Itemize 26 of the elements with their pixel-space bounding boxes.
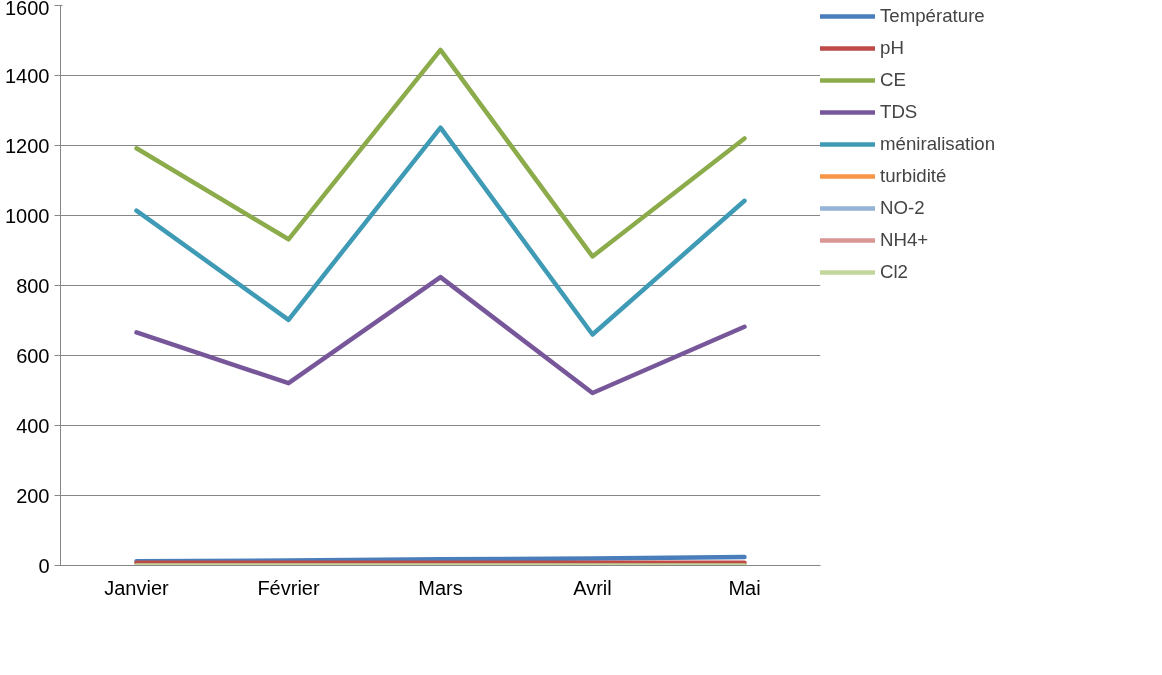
y-tick-label: 1200 [5,134,50,157]
legend-label: Cl2 [880,261,908,283]
y-tick-label: 1400 [5,64,50,87]
y-tick-label: 200 [16,484,50,507]
legend-label: pH [880,37,904,59]
x-tick-label: Mars [418,576,463,599]
x-tick-label: Avril [573,576,612,599]
legend-label: Température [880,5,985,27]
legend-label: méniralisation [880,133,996,155]
x-tick-label: Février [257,576,320,599]
legend-label: CE [880,69,906,91]
y-tick-label: 0 [38,554,50,577]
legend-label: turbidité [880,165,947,187]
line-series [134,47,747,259]
line-series [134,274,747,396]
legend-label: NH4+ [880,229,929,251]
legend-label: TDS [880,101,918,123]
legend-label: NO-2 [880,197,925,219]
y-tick-label: 800 [16,274,50,297]
line-series [134,125,747,337]
x-tick-label: Janvier [104,576,170,599]
y-tick-label: 600 [16,344,50,367]
y-tick-label: 400 [16,414,50,437]
x-tick-label: Mai [728,576,761,599]
y-tick-label: 1600 [5,0,50,19]
y-tick-label: 1000 [5,204,50,227]
